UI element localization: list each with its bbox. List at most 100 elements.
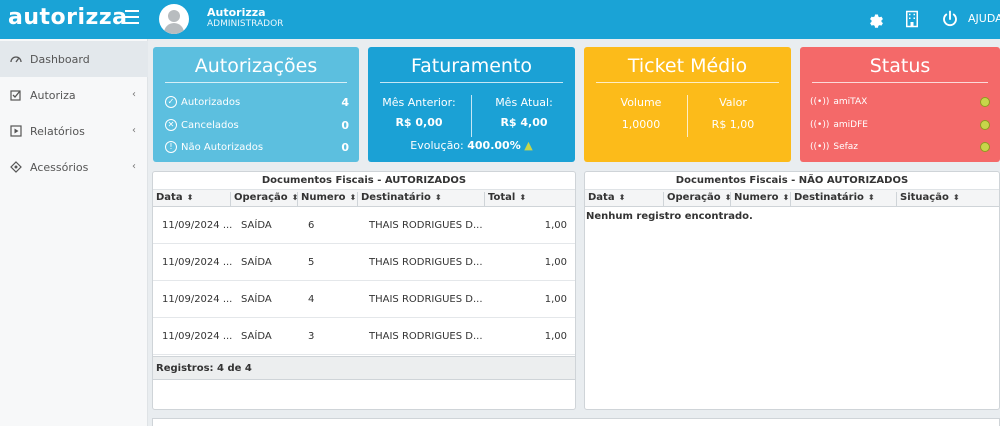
table-row[interactable]: 11/09/2024 ... SAÍDA 4 THAIS RODRIGUES D…: [153, 282, 575, 318]
help-link[interactable]: AJUDA: [968, 12, 1000, 25]
cell-data: 11/09/2024 ...: [162, 331, 233, 342]
status-label: amiTAX: [833, 97, 868, 107]
sort-icon: ⬍: [618, 193, 626, 202]
sidebar-item-autoriza[interactable]: Autoriza ‹: [0, 77, 148, 113]
sort-icon: ⬍: [291, 193, 299, 202]
checkbox-icon: [10, 89, 22, 101]
table-header: Data ⬍ Operação ⬍ Numero ⬍ Destinatário ⬍ Si…: [585, 189, 999, 207]
x-circle-icon: ✕: [165, 119, 177, 131]
avatar[interactable]: [159, 4, 189, 34]
empty-message: Nenhum registro encontrado.: [586, 211, 753, 222]
prev-month-label: Mês Anterior:: [382, 96, 456, 109]
play-icon: [10, 125, 22, 137]
nao-autorizados-row: ! Não Autorizados 0: [165, 139, 349, 155]
column-header-numero[interactable]: Numero ⬍: [298, 192, 358, 206]
sort-icon: ⬍: [724, 193, 732, 202]
cancelados-row: ✕ Cancelados 0: [165, 117, 349, 133]
signal-icon: ((•)): [810, 97, 830, 107]
autorizados-panel: Documentos Fiscais - AUTORIZADOS Data ⬍ O…: [152, 171, 576, 410]
power-icon[interactable]: [941, 10, 959, 28]
bottom-panel: [152, 418, 1000, 426]
panel-title: Documentos Fiscais - AUTORIZADOS: [261, 175, 467, 186]
cell-data: 11/09/2024 ...: [162, 220, 233, 231]
volume-value: 1,0000: [621, 118, 661, 131]
cell-total: 1,00: [544, 294, 567, 305]
prev-month-value: R$ 0,00: [395, 116, 443, 129]
column-header-data[interactable]: Data ⬍: [585, 192, 664, 206]
divider: [471, 95, 472, 137]
column-header-numero[interactable]: Numero ⬍: [731, 192, 791, 206]
sidebar-item-label: Relatórios: [30, 124, 85, 138]
dashboard-icon: [10, 53, 22, 65]
evolution-value: 400.00%: [467, 139, 521, 152]
cell-numero: 6: [308, 220, 315, 231]
cell-destinatario: THAIS RODRIGUES D...: [369, 257, 483, 268]
divider: [687, 95, 688, 137]
autorizados-row: ✓ Autorizados 4: [165, 94, 349, 110]
menu-icon[interactable]: [125, 10, 141, 28]
curr-month-label: Mês Atual:: [495, 96, 553, 109]
cell-operacao: SAÍDA: [241, 257, 272, 268]
status-indicator: [980, 142, 990, 152]
valor-value: R$ 1,00: [711, 118, 755, 131]
divider: [596, 82, 779, 83]
sidebar-item-label: Autoriza: [30, 88, 76, 102]
cell-data: 11/09/2024 ...: [162, 294, 233, 305]
status-card: Status ((•)) amiTAX ((•)) amiDFE ((•)) S…: [800, 47, 1000, 162]
exclamation-circle-icon: !: [165, 141, 177, 153]
cell-destinatario: THAIS RODRIGUES D...: [369, 331, 483, 342]
sidebar-item-acessorios[interactable]: Acessórios ‹: [0, 149, 148, 185]
status-row-amidfe: ((•)) amiDFE: [810, 117, 994, 133]
table-row[interactable]: 11/09/2024 ... SAÍDA 3 THAIS RODRIGUES D…: [153, 319, 575, 355]
sort-icon: ⬍: [952, 193, 960, 202]
cell-destinatario: THAIS RODRIGUES D...: [369, 294, 483, 305]
sort-icon: ⬍: [782, 193, 790, 202]
column-header-total[interactable]: Total ⬍: [488, 192, 527, 203]
evolution: Evolução: 400.00% ▲: [368, 139, 575, 152]
autorizacoes-card: Autorizações ✓ Autorizados 4 ✕ Cancelado…: [153, 47, 359, 162]
cell-operacao: SAÍDA: [241, 294, 272, 305]
sidebar-item-dashboard[interactable]: Dashboard: [0, 41, 148, 77]
status-row-sefaz: ((•)) Sefaz: [810, 139, 994, 155]
trend-up-icon: ▲: [524, 139, 533, 152]
table-row[interactable]: 11/09/2024 ... SAÍDA 6 THAIS RODRIGUES D…: [153, 208, 575, 244]
cell-numero: 4: [308, 294, 315, 305]
status-indicator: [980, 120, 990, 130]
card-title: Ticket Médio: [627, 55, 748, 77]
cell-destinatario: THAIS RODRIGUES D...: [369, 220, 483, 231]
building-icon[interactable]: [903, 10, 921, 28]
record-count: Registros: 4 de 4: [156, 363, 252, 374]
sidebar: Dashboard Autoriza ‹ Relatórios ‹ Acessó…: [0, 39, 148, 426]
table-row[interactable]: 11/09/2024 ... SAÍDA 5 THAIS RODRIGUES D…: [153, 245, 575, 281]
chevron-left-icon: ‹: [132, 161, 136, 172]
status-row-amitax: ((•)) amiTAX: [810, 94, 994, 110]
cell-numero: 3: [308, 331, 315, 342]
table-footer: Registros: 4 de 4: [153, 356, 575, 380]
valor-label: Valor: [719, 96, 747, 109]
chevron-left-icon: ‹: [132, 125, 136, 136]
sidebar-item-label: Dashboard: [30, 52, 90, 66]
column-header-destinatario[interactable]: Destinatário ⬍: [358, 192, 485, 206]
panel-title: Documentos Fiscais - NÃO AUTORIZADOS: [675, 175, 909, 186]
nao-autorizados-panel: Documentos Fiscais - NÃO AUTORIZADOS Dat…: [584, 171, 1000, 410]
cell-total: 1,00: [544, 257, 567, 268]
app-logo[interactable]: autorizza: [8, 5, 128, 30]
column-header-situacao[interactable]: Situação ⬍: [900, 192, 960, 203]
status-label: Sefaz: [833, 142, 859, 152]
top-bar: autorizza Autorizza ADMINISTRADOR AJUDA: [0, 0, 1000, 39]
column-header-operacao[interactable]: Operação ⬍: [664, 192, 731, 206]
user-role: ADMINISTRADOR: [207, 19, 284, 29]
column-header-data[interactable]: Data ⬍: [153, 192, 231, 206]
sidebar-item-label: Acessórios: [30, 160, 89, 174]
signal-icon: ((•)): [810, 120, 830, 130]
column-header-destinatario[interactable]: Destinatário ⬍: [791, 192, 897, 206]
card-title: Faturamento: [410, 55, 533, 77]
gear-icon[interactable]: [866, 10, 884, 28]
card-title: Status: [869, 55, 931, 77]
status-label: amiDFE: [833, 120, 868, 130]
sort-icon: ⬍: [349, 193, 357, 202]
sidebar-item-relatorios[interactable]: Relatórios ‹: [0, 113, 148, 149]
cell-operacao: SAÍDA: [241, 220, 272, 231]
column-header-operacao[interactable]: Operação ⬍: [231, 192, 298, 206]
sort-icon: ⬍: [186, 193, 194, 202]
